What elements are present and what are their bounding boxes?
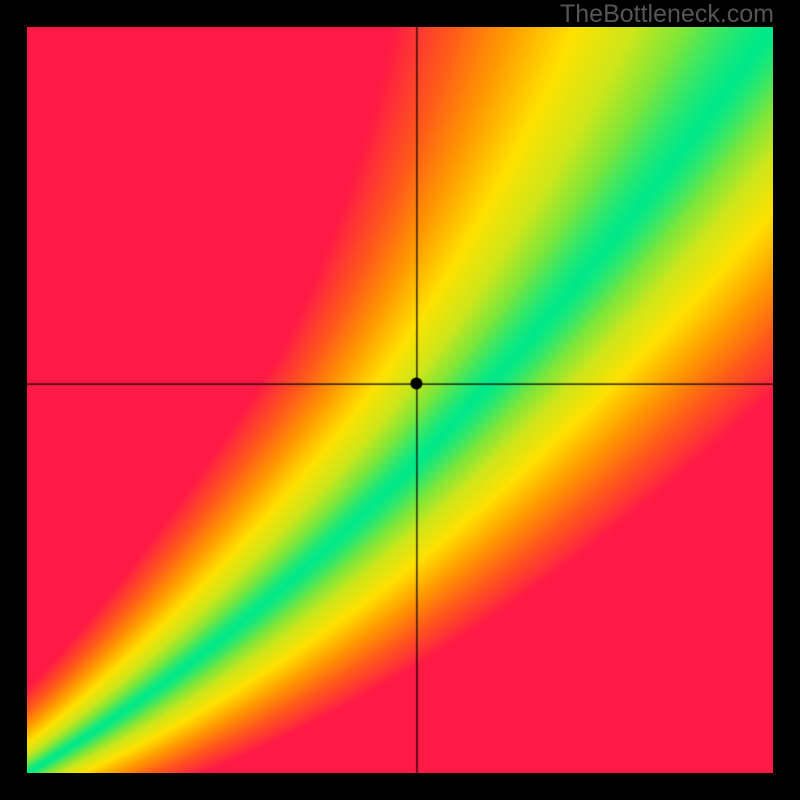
watermark-text: TheBottleneck.com (560, 0, 774, 29)
chart-container: TheBottleneck.com (0, 0, 800, 800)
bottleneck-heatmap (27, 27, 773, 773)
